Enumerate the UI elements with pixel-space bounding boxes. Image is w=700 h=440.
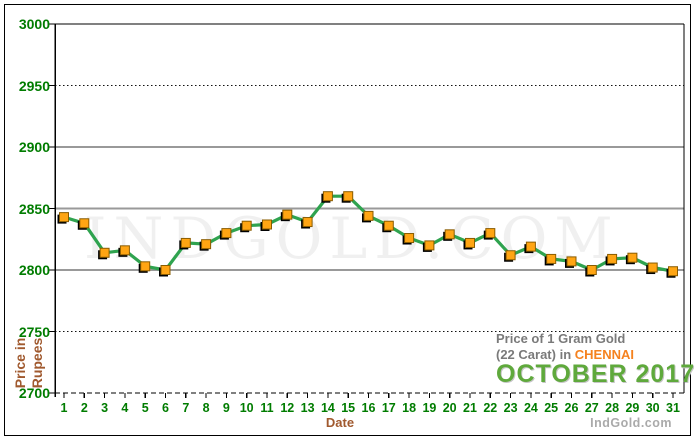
data-point-day-9 (221, 228, 232, 239)
annotation-period: OCTOBER 2017 (496, 360, 696, 388)
y-tick-label-2700: 2700 (18, 385, 50, 401)
x-tick-label-3: 3 (101, 401, 109, 415)
annotation-line1: Price of 1 Gram Gold (496, 331, 626, 346)
x-tick-label-28: 28 (605, 401, 620, 415)
data-point-day-16 (363, 210, 374, 221)
price-line (62, 194, 675, 273)
x-tick-label-8: 8 (202, 401, 210, 415)
x-tick-label-25: 25 (544, 401, 559, 415)
data-point-day-18 (404, 233, 415, 244)
x-tick-label-29: 29 (625, 401, 640, 415)
data-point-day-27 (586, 265, 597, 275)
x-tick-label-26: 26 (564, 401, 579, 415)
data-point-day-3 (99, 247, 110, 258)
data-point-day-15 (343, 191, 354, 202)
data-point-day-20 (444, 229, 455, 240)
x-tick-label-13: 13 (300, 401, 315, 415)
data-point-day-10 (241, 220, 252, 231)
y-tick-label-2800: 2800 (18, 262, 50, 278)
data-point-day-7 (180, 237, 191, 248)
data-point-day-28 (607, 253, 618, 264)
data-point-day-30 (647, 262, 658, 273)
x-tick-label-16: 16 (361, 401, 376, 415)
data-point-day-12 (282, 209, 293, 220)
x-tick-label-5: 5 (141, 401, 149, 415)
y-axis-title: Price in Rupees (12, 328, 46, 398)
x-tick-label-23: 23 (503, 401, 518, 415)
data-point-day-21 (465, 237, 475, 248)
data-point-day-25 (546, 253, 557, 264)
y-tick-label-3000: 3000 (18, 16, 50, 32)
x-tick-label-9: 9 (222, 401, 230, 415)
x-tick-label-19: 19 (422, 401, 437, 415)
x-tick-label-2: 2 (80, 401, 88, 415)
y-tick-label-2950: 2950 (18, 77, 50, 94)
credit-text: IndGold.com (590, 416, 672, 430)
y-tick-label-2900: 2900 (18, 139, 50, 155)
x-tick-label-22: 22 (483, 401, 498, 415)
chart-outer-border (4, 4, 691, 436)
y-axis-title-line2: Rupees (29, 337, 45, 389)
data-point-day-5 (140, 261, 151, 272)
x-tick-label-15: 15 (341, 401, 356, 415)
data-point-day-8 (201, 239, 212, 250)
y-tick-label-2850: 2850 (18, 200, 50, 217)
x-tick-label-18: 18 (402, 401, 417, 415)
data-point-day-26 (566, 256, 577, 267)
x-tick-label-20: 20 (442, 401, 457, 415)
data-point-day-22 (485, 228, 496, 239)
data-point-day-1 (59, 212, 69, 223)
data-point-day-19 (424, 240, 435, 251)
x-tick-label-10: 10 (239, 401, 254, 415)
data-point-day-31 (668, 266, 678, 277)
data-point-day-23 (505, 250, 516, 261)
x-tick-label-27: 27 (584, 401, 599, 415)
x-tick-label-4: 4 (121, 401, 129, 415)
data-point-day-6 (160, 265, 171, 275)
x-tick-label-14: 14 (320, 401, 335, 415)
annotation-line2: (22 Carat) in CHENNAI (496, 347, 682, 363)
x-tick-label-12: 12 (280, 401, 295, 415)
x-tick-label-7: 7 (182, 401, 190, 415)
data-point-day-13 (302, 217, 313, 228)
x-tick-label-21: 21 (463, 401, 477, 415)
data-point-day-14 (322, 191, 333, 202)
annotation-carat-text: (22 Carat) in (496, 347, 575, 362)
x-tick-label-17: 17 (381, 401, 396, 415)
data-point-day-11 (262, 219, 272, 230)
data-point-day-17 (383, 220, 394, 231)
x-tick-label-24: 24 (523, 401, 538, 415)
y-axis-title-line1: Price in (12, 337, 28, 389)
data-point-day-29 (627, 252, 638, 263)
data-point-day-24 (525, 241, 536, 252)
data-point-day-4 (119, 245, 130, 256)
annotation-city: CHENNAI (574, 347, 634, 362)
x-tick-label-31: 31 (666, 401, 680, 415)
x-axis-title: Date (325, 415, 355, 430)
x-tick-label-30: 30 (645, 401, 660, 415)
y-tick-label-2750: 2750 (18, 323, 50, 340)
chart-annotation: Price of 1 Gram Gold (22 Carat) in CHENN… (496, 331, 696, 388)
data-point-day-2 (79, 218, 90, 229)
x-tick-label-6: 6 (162, 401, 169, 415)
x-tick-label-11: 11 (260, 401, 274, 415)
x-tick-label-1: 1 (60, 401, 68, 415)
